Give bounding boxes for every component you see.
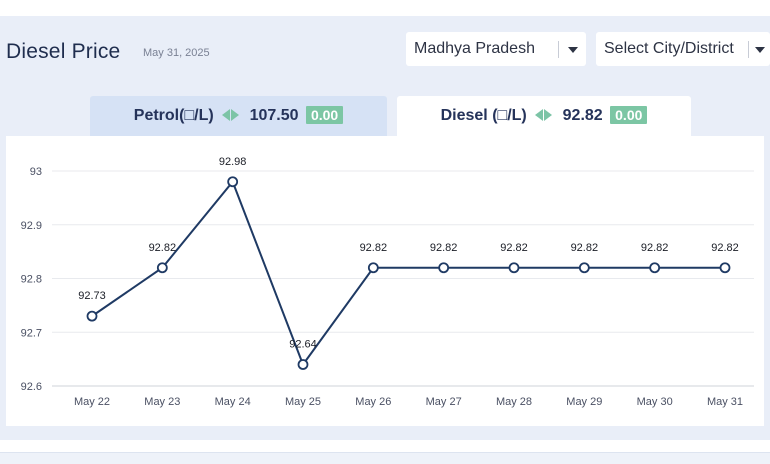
data-label: 92.82 xyxy=(571,242,599,254)
top-strip xyxy=(0,0,770,16)
tab-diesel[interactable]: Diesel (□/L) 92.82 0.00 xyxy=(397,96,691,136)
page-title: Diesel Price xyxy=(6,40,121,63)
x-tick-label: May 27 xyxy=(426,396,462,408)
data-point[interactable] xyxy=(86,310,98,322)
data-label: 92.64 xyxy=(289,339,317,351)
next-section-card xyxy=(0,452,770,464)
data-label: 92.82 xyxy=(500,242,528,254)
data-point[interactable] xyxy=(438,262,450,274)
x-tick-label: May 23 xyxy=(144,396,180,408)
data-label: 92.82 xyxy=(430,242,458,254)
tab-petrol-price: 107.50 xyxy=(249,107,299,124)
chevron-down-icon[interactable] xyxy=(568,47,578,53)
tab-petrol-label: Petrol(□/L) xyxy=(133,107,214,124)
x-tick-label: May 31 xyxy=(707,396,743,408)
data-label: 92.82 xyxy=(149,242,177,254)
data-point[interactable] xyxy=(156,262,168,274)
data-point[interactable] xyxy=(649,262,661,274)
state-select-value: Madhya Pradesh xyxy=(414,40,535,57)
tab-diesel-label: Diesel (□/L) xyxy=(440,107,527,124)
data-label: 92.82 xyxy=(360,242,388,254)
price-change-arrows-icon xyxy=(222,108,240,126)
page-date: May 31, 2025 xyxy=(143,47,210,59)
data-point[interactable] xyxy=(508,262,520,274)
x-tick-label: May 28 xyxy=(496,396,532,408)
city-select[interactable]: Select City/District xyxy=(596,32,770,66)
x-tick-label: May 24 xyxy=(215,396,251,408)
tab-diesel-change-badge: 0.00 xyxy=(610,106,648,124)
x-tick-label: May 26 xyxy=(355,396,391,408)
y-tick-label: 92.6 xyxy=(21,381,42,393)
city-select-divider xyxy=(748,41,749,58)
data-point[interactable] xyxy=(719,262,731,274)
tab-diesel-price: 92.82 xyxy=(562,107,603,124)
state-select[interactable]: Madhya Pradesh xyxy=(406,32,586,66)
x-tick-label: May 29 xyxy=(566,396,602,408)
y-tick-label: 92.7 xyxy=(21,327,42,339)
x-tick-label: May 25 xyxy=(285,396,321,408)
y-tick-label: 92.8 xyxy=(21,274,42,286)
x-tick-label: May 30 xyxy=(637,396,673,408)
chevron-down-icon[interactable] xyxy=(755,47,765,53)
data-label: 92.82 xyxy=(641,242,669,254)
price-line-chart: 92.6 92.7 92.8 92.9 93 May 22 May 23 May 24 May … xyxy=(21,156,754,408)
tab-petrol-change-badge: 0.00 xyxy=(305,106,344,124)
x-tick-label: May 22 xyxy=(74,396,110,408)
price-chart-card: 92.6 92.7 92.8 92.9 93 May 22 May 23 May 24 May … xyxy=(6,136,764,426)
tab-petrol[interactable]: Petrol(□/L) 107.50 0.00 xyxy=(90,96,387,136)
data-point[interactable] xyxy=(367,262,379,274)
data-point[interactable] xyxy=(297,359,309,370)
series-line xyxy=(91,179,725,367)
price-change-arrows-icon xyxy=(535,108,553,126)
data-label: 92.98 xyxy=(219,156,247,168)
state-select-divider xyxy=(558,41,559,58)
data-point[interactable] xyxy=(578,262,590,274)
y-tick-label: 93 xyxy=(30,166,42,178)
city-select-placeholder: Select City/District xyxy=(604,40,734,57)
data-label: 92.82 xyxy=(711,242,739,254)
y-tick-label: 92.9 xyxy=(21,220,42,232)
data-label: 92.73 xyxy=(78,290,106,302)
data-point[interactable] xyxy=(227,176,239,188)
